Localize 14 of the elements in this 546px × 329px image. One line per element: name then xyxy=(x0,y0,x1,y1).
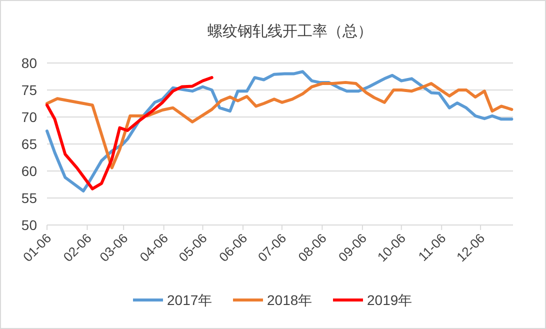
y-tick-label: 80 xyxy=(21,55,38,71)
chart-title: 螺纹钢轧线开工率（总） xyxy=(208,23,372,40)
y-tick-label: 50 xyxy=(21,217,38,233)
line-series xyxy=(46,76,214,190)
y-tick-label: 65 xyxy=(21,136,38,152)
y-tick-label: 60 xyxy=(21,163,38,179)
legend-label: 2018年 xyxy=(267,292,312,308)
y-tick-label: 70 xyxy=(21,109,38,125)
legend-label: 2019年 xyxy=(367,292,412,308)
y-tick-label: 75 xyxy=(21,82,38,98)
legend-label: 2017年 xyxy=(167,292,212,308)
line-series xyxy=(46,70,514,192)
y-tick-label: 55 xyxy=(21,190,38,206)
line-series xyxy=(46,80,514,170)
